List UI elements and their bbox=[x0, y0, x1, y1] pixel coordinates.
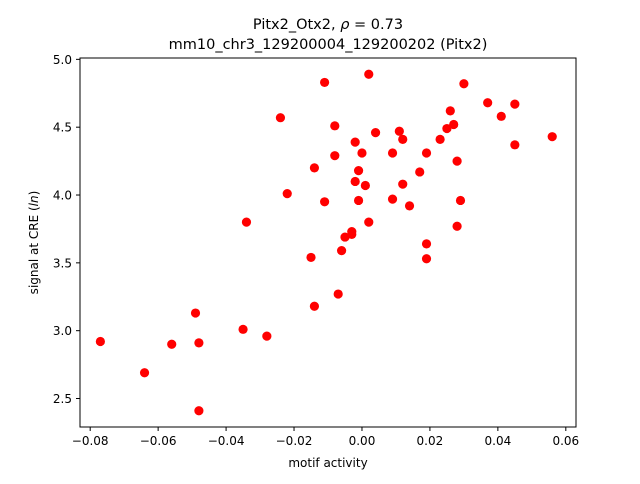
data-point bbox=[421, 148, 432, 158]
chart-subtitle: mm10_chr3_129200004_129200202 (Pitx2) bbox=[169, 37, 488, 53]
y-tick-label: 4.0 bbox=[53, 189, 72, 203]
chart-title: Pitx2_Otx2, ρ = 0.73 bbox=[253, 17, 403, 33]
data-point bbox=[547, 132, 557, 142]
data-point bbox=[194, 338, 204, 348]
data-point bbox=[445, 106, 455, 116]
data-point bbox=[415, 167, 425, 177]
data-point bbox=[421, 239, 432, 249]
y-tick-label: 4.5 bbox=[53, 121, 72, 135]
data-point bbox=[398, 179, 408, 189]
data-point bbox=[455, 195, 466, 206]
data-point bbox=[347, 227, 357, 237]
data-point bbox=[333, 289, 343, 299]
y-tick-label: 3.0 bbox=[53, 324, 72, 338]
data-point bbox=[449, 119, 459, 130]
data-point bbox=[442, 123, 452, 134]
data-point bbox=[353, 195, 364, 206]
data-point bbox=[364, 69, 374, 79]
x-tick-label: 0.02 bbox=[417, 434, 444, 448]
data-point bbox=[306, 252, 316, 263]
data-point bbox=[350, 137, 360, 147]
data-point bbox=[421, 254, 432, 264]
data-point bbox=[452, 221, 462, 231]
data-point bbox=[336, 246, 347, 256]
data-point bbox=[360, 180, 370, 191]
data-point bbox=[194, 406, 204, 416]
data-point bbox=[459, 79, 469, 89]
x-axis: −0.08 −0.06 −0.04 −0.02 0.00 0.02 0.04 0.06 bbox=[72, 427, 579, 448]
data-point bbox=[387, 148, 398, 158]
data-point bbox=[353, 165, 364, 176]
data-point bbox=[364, 217, 374, 227]
x-tick-label: −0.06 bbox=[140, 434, 177, 448]
x-tick-label: 0.06 bbox=[552, 434, 579, 448]
x-tick-label: 0.00 bbox=[349, 434, 376, 448]
data-point bbox=[394, 126, 404, 136]
data-point bbox=[241, 217, 252, 227]
y-tick-label: 2.5 bbox=[53, 392, 72, 406]
data-point bbox=[387, 194, 398, 204]
x-tick-label: 0.04 bbox=[485, 434, 512, 448]
data-point bbox=[190, 308, 201, 318]
data-point bbox=[309, 301, 320, 311]
data-points bbox=[95, 69, 557, 416]
data-point bbox=[452, 156, 462, 166]
x-tick-label: −0.04 bbox=[208, 434, 245, 448]
x-tick-label: −0.02 bbox=[276, 434, 313, 448]
data-point bbox=[496, 111, 506, 121]
data-point bbox=[320, 197, 330, 207]
data-point bbox=[238, 324, 248, 334]
data-point bbox=[275, 113, 286, 123]
data-point bbox=[95, 336, 105, 347]
data-point bbox=[350, 176, 360, 187]
y-axis-label: signal at CRE (ln) bbox=[27, 191, 41, 295]
plot-area bbox=[79, 57, 577, 428]
data-point bbox=[309, 163, 320, 173]
y-tick-label: 5.0 bbox=[53, 53, 72, 67]
data-point bbox=[435, 134, 445, 144]
data-point bbox=[139, 368, 150, 378]
data-point bbox=[330, 121, 340, 131]
data-point bbox=[510, 99, 520, 109]
data-point bbox=[357, 148, 367, 158]
data-point bbox=[370, 128, 381, 138]
data-point bbox=[262, 331, 272, 341]
data-point bbox=[167, 339, 177, 349]
x-axis-label: motif activity bbox=[288, 456, 367, 470]
data-point bbox=[483, 98, 493, 108]
x-tick-label: −0.08 bbox=[72, 434, 109, 448]
y-axis: 2.5 3.0 3.5 4.0 4.5 5.0 bbox=[53, 53, 80, 406]
data-point bbox=[320, 77, 330, 88]
data-point bbox=[510, 140, 520, 150]
data-point bbox=[398, 134, 408, 144]
data-point bbox=[282, 189, 292, 199]
data-point bbox=[404, 201, 415, 211]
data-point bbox=[330, 151, 340, 161]
y-tick-label: 3.5 bbox=[53, 256, 72, 270]
